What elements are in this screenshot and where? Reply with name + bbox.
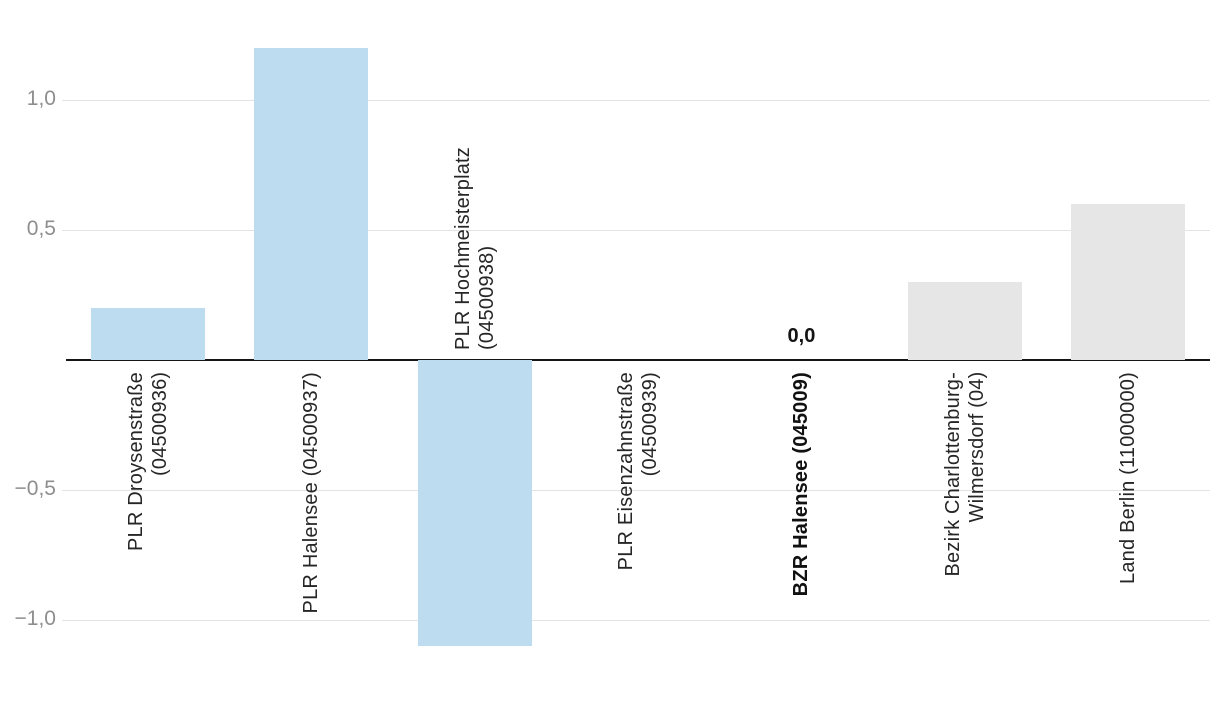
bar: [254, 48, 369, 360]
gridline: [62, 490, 1210, 491]
gridline: [62, 230, 1210, 231]
y-axis-tick-label: −0,5: [14, 477, 56, 500]
value-label: 0,0: [787, 325, 816, 347]
bar: [1071, 204, 1186, 360]
bar: [417, 360, 532, 646]
category-label: Land Berlin (11000000): [1117, 372, 1140, 584]
bar: [907, 282, 1022, 360]
category-label: BZR Halensee (045009): [790, 372, 813, 597]
category-label: PLR Eisenzahnstraße (04500939): [615, 372, 661, 571]
y-axis-tick-label: 0,5: [26, 217, 56, 240]
category-label: PLR Halensee (04500937): [300, 372, 323, 614]
gridline: [62, 100, 1210, 101]
gridline: [62, 620, 1210, 621]
bar: [90, 308, 205, 360]
category-label: PLR Droysenstraße (04500936): [124, 372, 171, 552]
category-label: Bezirk Charlottenburg- Wilmersdorf (04): [941, 372, 988, 577]
y-axis-tick-label: 1,0: [26, 87, 56, 110]
category-label: PLR Hochmeisterplatz (04500938): [451, 147, 498, 350]
y-axis-tick-label: −1,0: [14, 607, 56, 630]
x-axis-line: [66, 359, 1210, 361]
